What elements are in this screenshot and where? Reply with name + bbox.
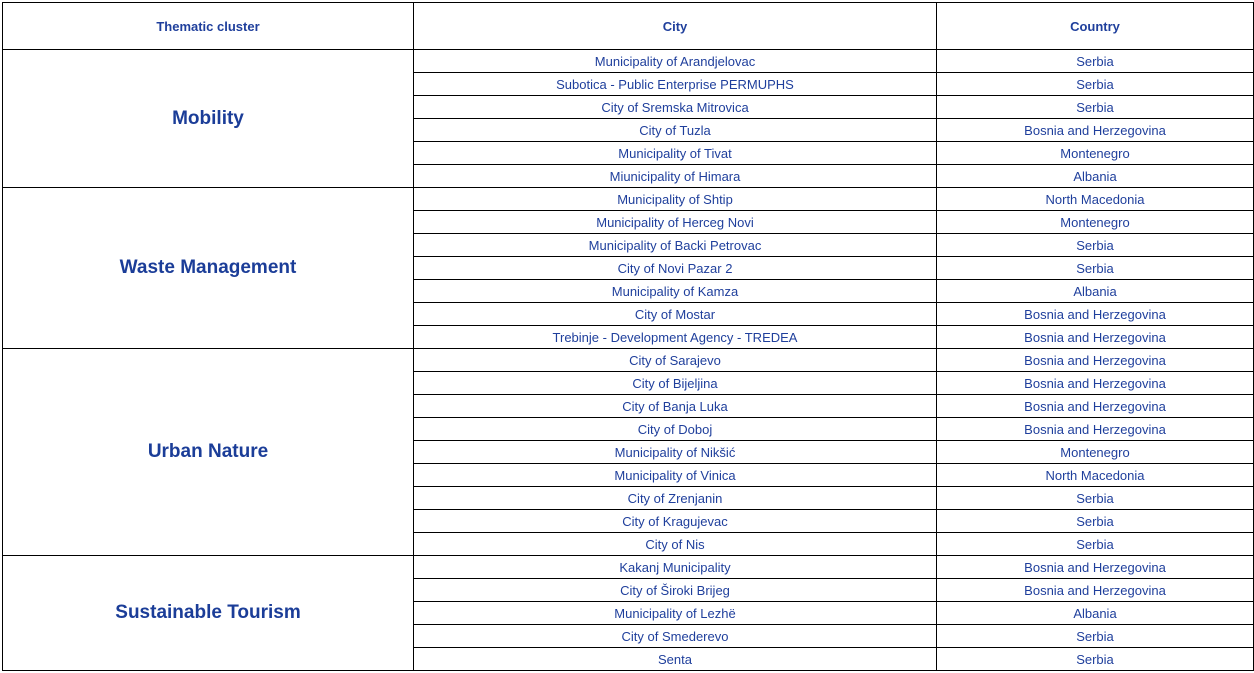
country-cell: Bosnia and Herzegovina [936, 555, 1254, 579]
country-cell: Serbia [936, 72, 1254, 96]
country-cell: Albania [936, 601, 1254, 625]
table-row: Municipality of Vinica North Macedonia [3, 463, 1254, 487]
table-row: Urban Nature City of Sarajevo Bosnia and H… [2, 348, 1254, 556]
city-cell: Municipality of Backi Petrovac [413, 233, 937, 257]
country-cell: Serbia [936, 624, 1254, 648]
header-country: Country [936, 2, 1254, 50]
city-cell: Subotica - Public Enterprise PERMUPHS [413, 72, 937, 96]
country-cell: Bosnia and Herzegovina [936, 578, 1254, 602]
cluster-cell: Sustainable Tourism [2, 555, 414, 671]
city-cell: City of Tuzla [413, 118, 937, 142]
table-row: Municipality of Tivat Montenegro [3, 141, 1254, 165]
table-row: City of Zrenjanin Serbia [3, 486, 1254, 510]
country-cell: North Macedonia [936, 187, 1254, 211]
table-row: Municipality of Backi Petrovac Serbia [3, 233, 1254, 257]
table-row: City of Banja Luka Bosnia and Herzegovina [3, 394, 1254, 418]
table-row: Municipality of Kamza Albania [3, 279, 1254, 303]
country-cell: Bosnia and Herzegovina [936, 417, 1254, 441]
city-cell: Municipality of Shtip [413, 187, 937, 211]
country-cell: Albania [936, 164, 1254, 188]
city-cell: City of Sremska Mitrovica [413, 95, 937, 119]
table-row: Subotica - Public Enterprise PERMUPHS Ser… [3, 72, 1254, 96]
country-cell: Bosnia and Herzegovina [936, 302, 1254, 326]
city-cell: Municipality of Nikšić [413, 440, 937, 464]
city-cell: City of Banja Luka [413, 394, 937, 418]
city-cell: Kakanj Municipality [413, 555, 937, 579]
city-cell: City of Novi Pazar 2 [413, 256, 937, 280]
cluster-cell: Mobility [2, 49, 414, 188]
cluster-cell: Urban Nature [2, 348, 414, 556]
table-row: City of Široki Brijeg Bosnia and Herzegov… [3, 578, 1254, 602]
city-cell: City of Široki Brijeg [413, 578, 937, 602]
table-row: City of Smederevo Serbia [3, 624, 1254, 648]
country-cell: Serbia [936, 647, 1254, 671]
city-cell: City of Bijeljina [413, 371, 937, 395]
header-row: Thematic cluster City Country [2, 2, 1254, 50]
country-cell: Montenegro [936, 210, 1254, 234]
table-row: Municipality of Nikšić Montenegro [3, 440, 1254, 464]
city-cell: Municipality of Arandjelovac [413, 49, 937, 73]
country-cell: Serbia [936, 49, 1254, 73]
country-cell: Bosnia and Herzegovina [936, 118, 1254, 142]
city-cell: City of Doboj [413, 417, 937, 441]
table-row: City of Novi Pazar 2 Serbia [3, 256, 1254, 280]
table-row: Waste Management Municipality of Shtip Nor… [2, 187, 1254, 349]
country-cell: Bosnia and Herzegovina [936, 348, 1254, 372]
country-cell: Serbia [936, 95, 1254, 119]
city-cell: City of Mostar [413, 302, 937, 326]
city-cell: Municipality of Vinica [413, 463, 937, 487]
country-cell: Serbia [936, 486, 1254, 510]
country-cell: Montenegro [936, 141, 1254, 165]
country-cell: Serbia [936, 532, 1254, 556]
city-cell: City of Zrenjanin [413, 486, 937, 510]
country-cell: Serbia [936, 256, 1254, 280]
table-row: City of Doboj Bosnia and Herzegovina [3, 417, 1254, 441]
header-city: City [413, 2, 937, 50]
country-cell: Montenegro [936, 440, 1254, 464]
table-row: Mobility Municipality of Arandjelovac Serb… [2, 49, 1254, 188]
table-row: Municipality of Herceg Novi Montenegro [3, 210, 1254, 234]
city-cell: City of Sarajevo [413, 348, 937, 372]
country-cell: Bosnia and Herzegovina [936, 325, 1254, 349]
country-cell: Albania [936, 279, 1254, 303]
cluster-cell: Waste Management [2, 187, 414, 349]
city-cell: Municipality of Lezhë [413, 601, 937, 625]
city-cell: Trebinje - Development Agency - TREDEA [413, 325, 937, 349]
header-thematic-cluster: Thematic cluster [2, 2, 414, 50]
table-row: Sustainable Tourism Kakanj Municipality Bo… [2, 555, 1254, 671]
table-row: City of Tuzla Bosnia and Herzegovina [3, 118, 1254, 142]
country-cell: Serbia [936, 509, 1254, 533]
city-cell: Miunicipality of Himara [413, 164, 937, 188]
city-cell: City of Nis [413, 532, 937, 556]
country-cell: North Macedonia [936, 463, 1254, 487]
city-cell: Municipality of Kamza [413, 279, 937, 303]
country-cell: Bosnia and Herzegovina [936, 371, 1254, 395]
city-cell: Senta [413, 647, 937, 671]
city-cell: City of Smederevo [413, 624, 937, 648]
table-body: Mobility Municipality of Arandjelovac Serb… [2, 49, 1254, 671]
table-row: City of Bijeljina Bosnia and Herzegovina [3, 371, 1254, 395]
country-cell: Bosnia and Herzegovina [936, 394, 1254, 418]
country-cell: Serbia [936, 233, 1254, 257]
city-cell: Municipality of Herceg Novi [413, 210, 937, 234]
city-cell: Municipality of Tivat [413, 141, 937, 165]
table-row: Senta Serbia [3, 647, 1254, 671]
city-cell: City of Kragujevac [413, 509, 937, 533]
table-row: Miunicipality of Himara Albania [3, 164, 1254, 188]
